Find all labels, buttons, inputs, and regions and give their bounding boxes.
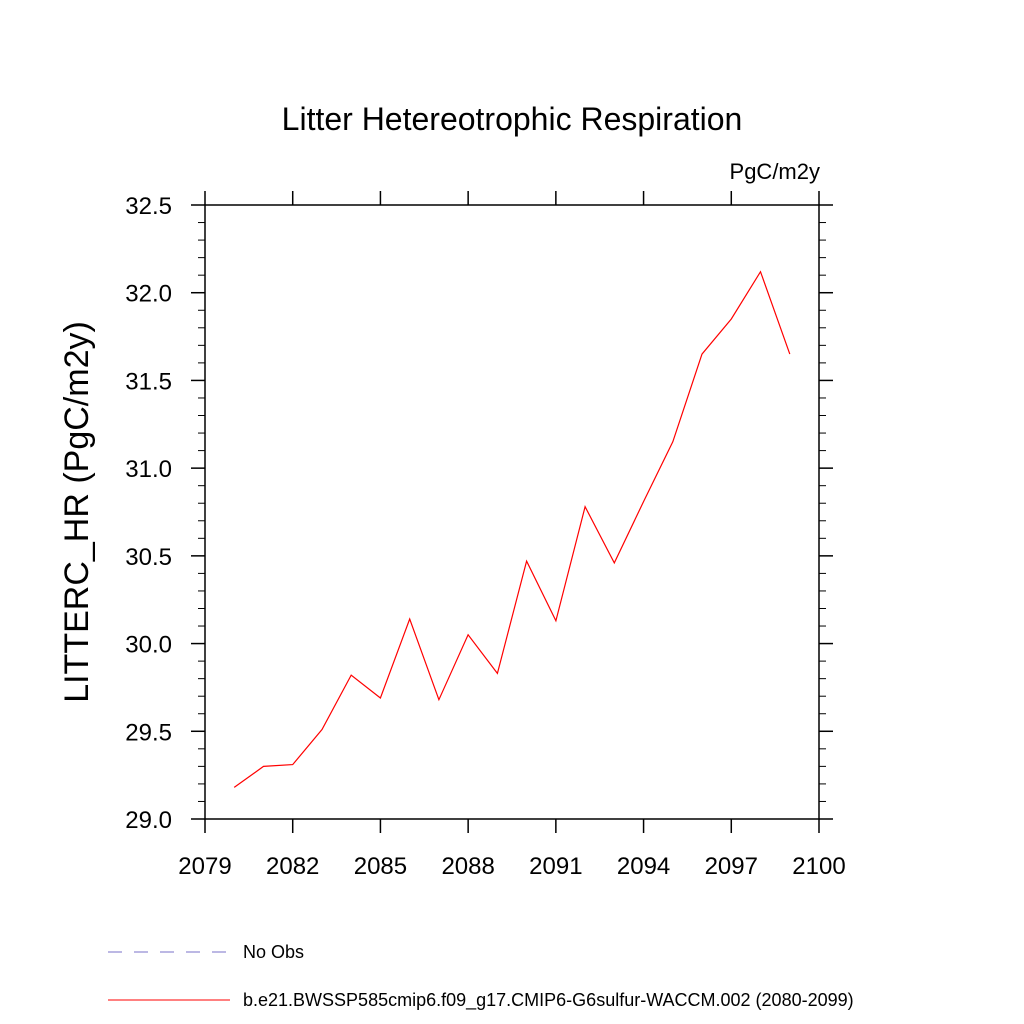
y-tick-label: 30.5 — [125, 544, 172, 571]
y-tick-label: 29.5 — [125, 719, 172, 746]
x-tick-label: 2100 — [792, 853, 845, 880]
legend-label: No Obs — [243, 942, 304, 962]
chart-title: Litter Hetereotrophic Respiration — [282, 101, 743, 137]
y-tick-label: 31.0 — [125, 456, 172, 483]
y-tick-label: 32.5 — [125, 193, 172, 220]
units-label: PgC/m2y — [730, 159, 820, 184]
y-tick-label: 29.0 — [125, 807, 172, 834]
series-line — [233, 270, 791, 788]
x-tick-label: 2088 — [441, 853, 494, 880]
series-layer — [233, 270, 791, 788]
x-tick-label: 2091 — [529, 853, 582, 880]
ticks-layer: 2079 2082 2085 2088 2091 2094 2097 2100 29.0 29.5… — [125, 191, 846, 880]
x-tick-label: 2079 — [178, 853, 231, 880]
x-tick-label: 2094 — [617, 853, 670, 880]
legend-label: b.e21.BWSSP585cmip6.f09_g17.CMIP6-G6sulf… — [243, 990, 854, 1011]
y-axis-label: LITTERC_HR (PgC/m2y) — [58, 321, 96, 703]
legend: No Obs b.e21.BWSSP585cmip6.f09_g17.CMIP6-… — [108, 942, 854, 1011]
plot-frame — [204, 204, 820, 820]
y-tick-label: 31.5 — [125, 368, 172, 395]
x-tick-label: 2082 — [266, 853, 319, 880]
y-tick-label: 30.0 — [125, 632, 172, 659]
x-tick-label: 2097 — [705, 853, 758, 880]
y-tick-label: 32.0 — [125, 281, 172, 308]
x-tick-label: 2085 — [354, 853, 407, 880]
